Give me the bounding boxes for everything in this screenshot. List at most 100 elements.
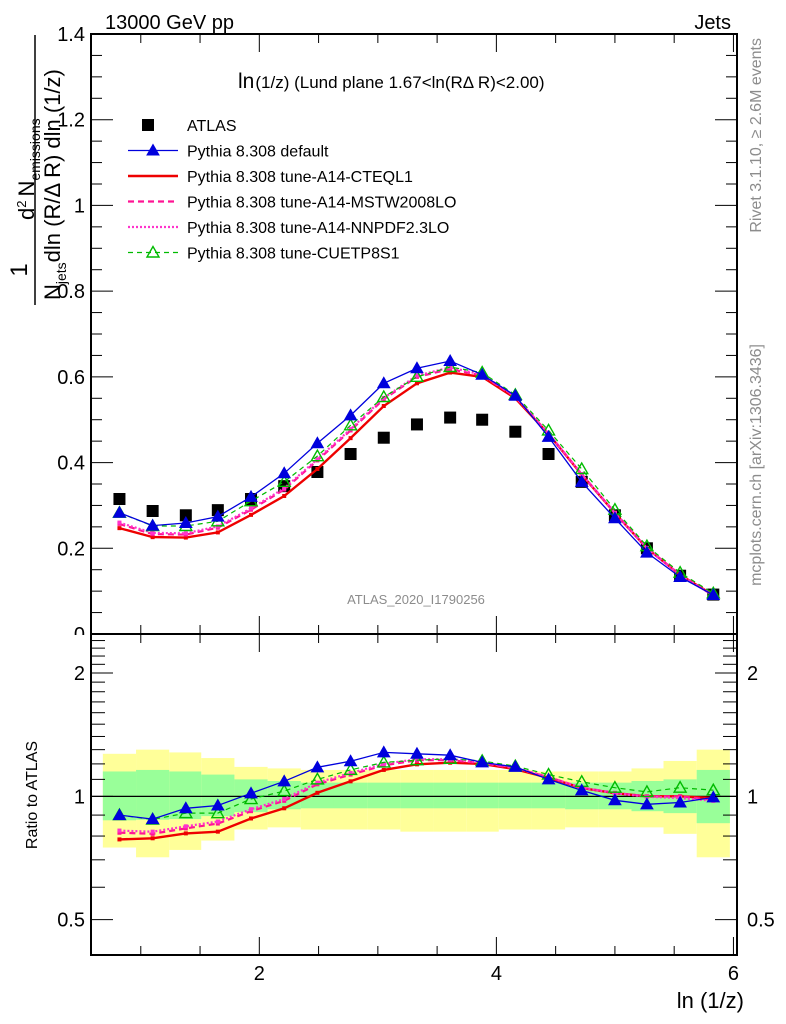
data-point-triangle [475,367,490,380]
data-point-triangle [277,466,292,479]
y-tick-label: 1.4 [57,24,85,46]
data-point-small [282,494,287,498]
stat-uncertainty-band [531,782,566,809]
data-point-small [348,436,353,441]
stat-uncertainty-band [333,782,368,809]
y-tick-label: 1.2 [57,110,85,132]
ratio-point-triangle [574,783,589,796]
data-point-small [414,381,419,386]
x-tick-label: 2 [254,963,265,985]
data-point-small [381,404,386,408]
data-point-triangle [210,509,225,522]
ratio-point-small [215,821,220,826]
legend-item: Pythia 8.308 tune-A14-NNPDF2.3LO [128,220,449,237]
ratio-y-tick-label-right: 0.5 [747,910,775,932]
ylabel-d: d [14,208,39,220]
legend-item: Pythia 8.308 tune-A14-CTEQL1 [128,169,413,186]
atlas-data-point [377,431,390,444]
ratio-point-open-triangle [210,805,226,819]
ratio-point-open-triangle [607,780,623,793]
atlas-data-point [509,425,522,438]
ratio-point-open-triangle [277,783,292,797]
data-point-small [150,535,155,540]
ratio-point-triangle [541,772,556,785]
ratio-point-open-triangle [409,752,425,766]
series-pythia-8-308-tune-cuetp8s1 [112,359,721,599]
rivet-label: Rivet 3.1.10, ≥ 2.6M events [748,38,765,233]
ratio-point-small [249,807,254,812]
ratio-point-small [150,829,155,834]
ratio-point-small [348,779,353,784]
legend-item: ATLAS [142,118,237,135]
ratio-y-tick-label-right: 1 [747,786,758,808]
ratio-point-open-triangle [639,784,655,798]
ratio-point-small [315,780,320,785]
atlas-data-point [410,418,423,431]
ratio-point-small [381,761,386,766]
ylabel-numerator-one: 1 [6,263,33,276]
data-point-triangle [145,518,160,531]
legend-label: Pythia 8.308 tune-A14-NNPDF2.3LO [187,220,449,237]
ratio-point-small [414,757,419,762]
legend-label: Pythia 8.308 tune-CUETP8S1 [187,246,400,263]
ratio-point-triangle [277,774,292,787]
data-point-small [183,531,188,536]
series-line [119,366,714,594]
ratio-ylabel: Ratio to ATLAS [24,741,41,849]
data-point-triangle [673,569,687,582]
ratio-series-layer [112,745,721,842]
data-point-small [315,457,320,462]
series-pythia-8-308-tune-a14-nnpdf2-3lo [117,365,716,598]
ratio-point-triangle [410,746,424,759]
data-point-triangle [244,489,258,502]
ratio-point-small [150,831,155,836]
data-point-triangle [112,505,127,518]
ratio-point-triangle [244,786,258,799]
ratio-line [119,758,714,821]
x-axis-label: ln (1/z) [677,988,744,1013]
data-point-triangle [706,587,721,600]
series-line [119,371,714,597]
legend-label: Pythia 8.308 tune-A14-MSTW2008LO [187,195,456,212]
legend-open-triangle-icon [145,245,161,258]
data-point-triangle [376,376,391,389]
data-point-open-triangle [442,359,458,373]
data-point-small [448,370,453,375]
series-line [119,366,714,597]
series-pythia-8-308-tune-a14-mstw2008lo [117,367,716,598]
ratio-point-small [315,790,320,795]
ratio-point-triangle [112,808,127,821]
ylabel-den-n: Njetsdln (R/Δ R) dln (1/z) [40,69,69,300]
ratio-point-small [183,824,188,829]
ylabel-numerator: d2 Nemissions [14,118,43,220]
y-tick-label: 1 [74,195,85,217]
ratio-point-triangle [640,797,654,810]
ratio-point-triangle [376,745,391,758]
data-point-triangle [608,511,622,524]
ratio-point-triangle [145,812,160,825]
ratio-point-small [282,806,287,811]
ratio-point-triangle [443,748,458,761]
legend-item: Pythia 8.308 default [128,143,329,161]
atlas-data-point [444,411,457,424]
atlas-data-point [179,509,192,522]
x-tick-label: 6 [728,963,739,985]
data-point-small [249,512,254,517]
data-point-triangle [541,429,556,442]
atlas-data-point [311,466,324,478]
ratio-series-pythia-8-308-default [112,745,721,825]
ratio-point-triangle [608,793,622,806]
stat-uncertainty-band [433,782,467,809]
legend-triangle-icon [146,143,160,156]
ratio-point-small [150,836,155,841]
y-tick-label: 0.8 [57,281,85,303]
data-point-open-triangle [277,474,292,488]
atlas-data-point [146,505,159,517]
ratio-plot-area [91,749,737,858]
ratio-point-triangle [673,795,687,808]
stat-uncertainty-band [367,782,401,809]
ratio-point-triangle [508,759,523,772]
data-point-small [215,530,220,535]
data-point-triangle [508,388,523,401]
